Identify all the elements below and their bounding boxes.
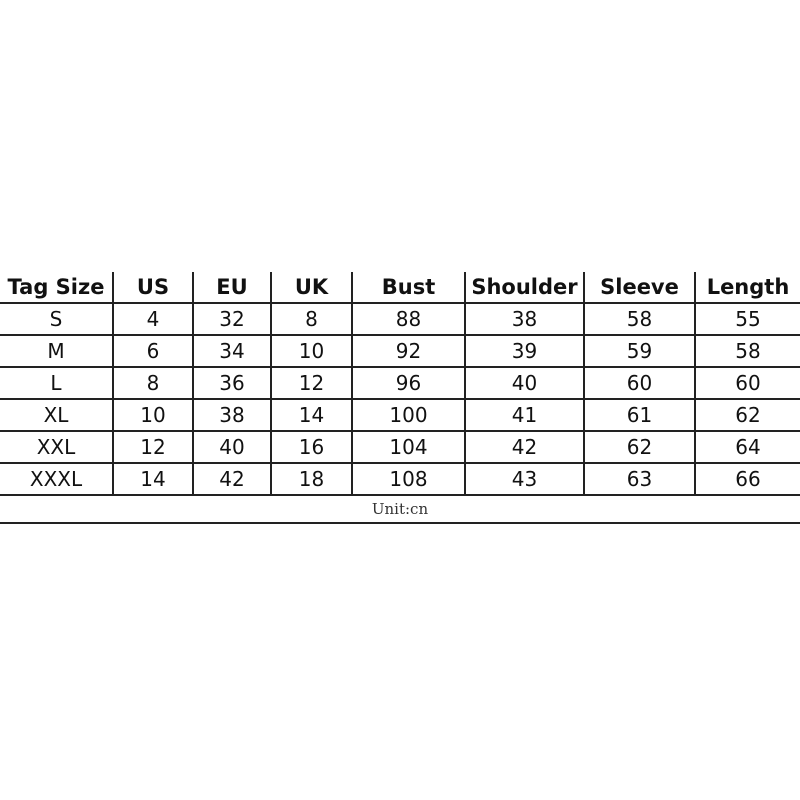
table-cell: 10: [270, 335, 352, 368]
table-cell: 32: [192, 303, 271, 336]
table-cell: 4: [112, 303, 193, 336]
table-cell: 88: [351, 303, 465, 336]
table-cell: 96: [351, 367, 465, 400]
table-cell: 6: [112, 335, 193, 368]
column-header: US: [112, 272, 193, 304]
table-cell: S: [0, 303, 113, 336]
table-row: XXXL 14 42 18 108 43 63 66: [0, 463, 800, 496]
table-cell: 8: [112, 367, 193, 400]
table-cell: 12: [112, 431, 193, 464]
column-header: Bust: [351, 272, 465, 304]
column-header: Shoulder: [464, 272, 584, 304]
table-cell: 36: [192, 367, 271, 400]
table-row: XXL 12 40 16 104 42 62 64: [0, 431, 800, 464]
table-cell: 92: [351, 335, 465, 368]
table-cell: 61: [583, 399, 695, 432]
table-cell: 34: [192, 335, 271, 368]
table-cell: 66: [694, 463, 800, 496]
table-row: M 6 34 10 92 39 59 58: [0, 335, 800, 368]
table-row: S 4 32 8 88 38 58 55: [0, 303, 800, 336]
column-header: UK: [270, 272, 352, 304]
table-cell: 18: [270, 463, 352, 496]
table-cell: 42: [464, 431, 584, 464]
table-cell: 58: [583, 303, 695, 336]
table-cell: XL: [0, 399, 113, 432]
table-row: XL 10 38 14 100 41 61 62: [0, 399, 800, 432]
header-row: Tag Size US EU UK Bust Shoulder Sleeve Length: [0, 272, 800, 304]
table-cell: 62: [694, 399, 800, 432]
table-cell: 63: [583, 463, 695, 496]
table-cell: 12: [270, 367, 352, 400]
table-cell: 58: [694, 335, 800, 368]
table-cell: 40: [192, 431, 271, 464]
unit-row: Unit:cn: [0, 495, 800, 524]
table-cell: 8: [270, 303, 352, 336]
column-header: Tag Size: [0, 272, 113, 304]
table-cell: 43: [464, 463, 584, 496]
table-cell: 38: [464, 303, 584, 336]
table-cell: 104: [351, 431, 465, 464]
table-cell: 62: [583, 431, 695, 464]
table-cell: 100: [351, 399, 465, 432]
table-cell: M: [0, 335, 113, 368]
table-cell: 108: [351, 463, 465, 496]
table-cell: 40: [464, 367, 584, 400]
table-cell: 41: [464, 399, 584, 432]
table-cell: 55: [694, 303, 800, 336]
table-cell: 16: [270, 431, 352, 464]
table-cell: 64: [694, 431, 800, 464]
table-cell: 38: [192, 399, 271, 432]
column-header: EU: [192, 272, 271, 304]
column-header: Length: [694, 272, 800, 304]
table-cell: 14: [112, 463, 193, 496]
table-cell: 60: [694, 367, 800, 400]
column-header: Sleeve: [583, 272, 695, 304]
table-row: L 8 36 12 96 40 60 60: [0, 367, 800, 400]
table-cell: 14: [270, 399, 352, 432]
unit-note: Unit:cn: [0, 495, 800, 524]
table-cell: XXL: [0, 431, 113, 464]
table-cell: 60: [583, 367, 695, 400]
table-cell: L: [0, 367, 113, 400]
size-chart-table: Tag Size US EU UK Bust Shoulder Sleeve Length S…: [0, 272, 800, 524]
table-cell: 59: [583, 335, 695, 368]
table-cell: 39: [464, 335, 584, 368]
table-cell: XXXL: [0, 463, 113, 496]
table-cell: 10: [112, 399, 193, 432]
table-cell: 42: [192, 463, 271, 496]
